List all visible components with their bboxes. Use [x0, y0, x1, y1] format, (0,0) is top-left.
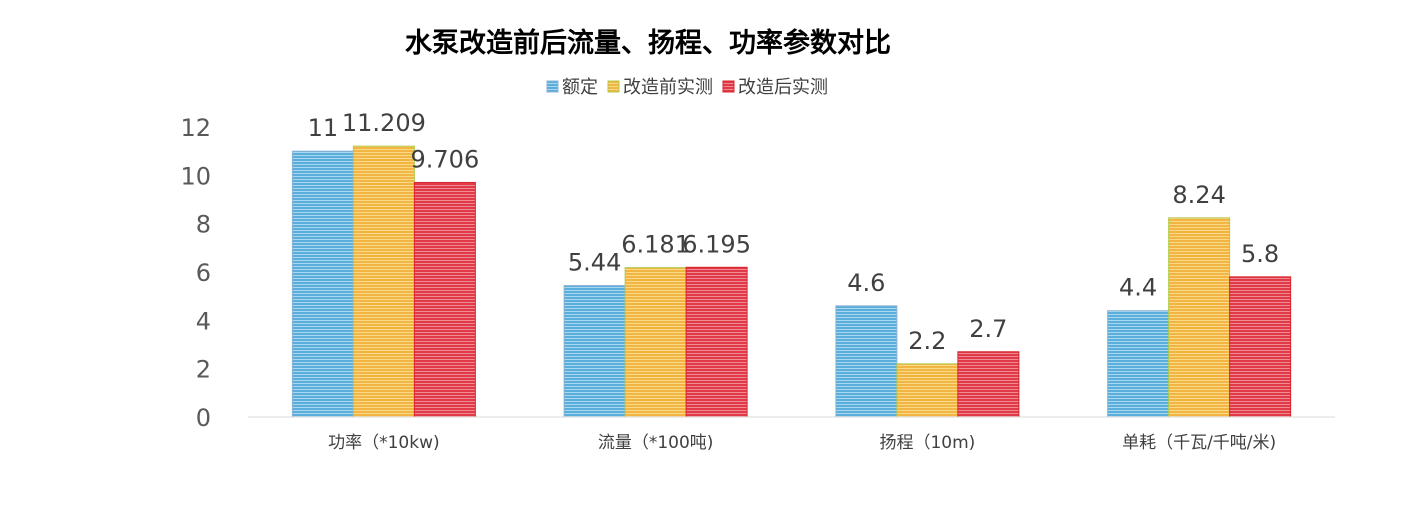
bar-1-2	[685, 266, 748, 418]
data-label: 2.7	[969, 315, 1007, 343]
y-tick-label: 2	[196, 356, 211, 384]
x-category-label: 功率（*10kw)	[328, 433, 440, 453]
x-category-label: 单耗（千瓦/千吨/米)	[1122, 433, 1276, 453]
data-label: 6.195	[682, 230, 751, 258]
x-category-label: 流量（*100吨)	[598, 433, 714, 453]
data-label: 4.4	[1119, 274, 1157, 302]
bars	[291, 145, 1292, 418]
y-tick-label: 6	[196, 259, 211, 287]
y-axis: 0 2 4 6 8 10 12	[180, 114, 211, 432]
data-label: 2.2	[908, 327, 946, 355]
legend: 额定 改造前实测 改造后实测	[546, 77, 828, 98]
x-axis: 功率（*10kw) 流量（*100吨) 扬程（10m) 单耗（千瓦/千吨/米)	[248, 416, 1335, 453]
bar-2-0	[835, 305, 898, 418]
y-tick-label: 4	[196, 307, 211, 335]
data-label: 5.44	[568, 249, 621, 277]
legend-label: 额定	[562, 77, 598, 98]
bar-1-1	[624, 267, 687, 418]
legend-label: 改造前实测	[623, 77, 713, 98]
bar-0-2	[413, 181, 476, 418]
x-category-label: 扬程（10m)	[879, 433, 975, 453]
data-label: 6.181	[621, 231, 690, 259]
bar-3-1	[1168, 217, 1231, 418]
data-label: 5.8	[1241, 240, 1279, 268]
y-tick-label: 12	[180, 114, 211, 142]
data-label: 11.209	[342, 109, 426, 137]
data-label: 9.706	[411, 145, 480, 173]
bar-0-1	[352, 145, 415, 418]
bar-2-1	[896, 363, 959, 418]
legend-swatch	[722, 80, 735, 93]
y-tick-label: 10	[180, 162, 211, 190]
data-label: 8.24	[1172, 181, 1225, 209]
legend-swatch	[546, 80, 559, 93]
data-label: 11	[308, 114, 339, 142]
legend-swatch	[607, 80, 620, 93]
bar-1-0	[563, 285, 626, 418]
y-tick-label: 0	[196, 404, 211, 432]
y-tick-label: 8	[196, 211, 211, 239]
bar-3-0	[1107, 310, 1170, 418]
bar-2-2	[957, 351, 1020, 418]
bar-0-0	[291, 150, 354, 418]
chart-title: 水泵改造前后流量、扬程、功率参数对比	[405, 27, 891, 59]
data-label: 4.6	[847, 269, 885, 297]
bar-3-2	[1229, 276, 1292, 418]
legend-label: 改造后实测	[738, 77, 828, 98]
